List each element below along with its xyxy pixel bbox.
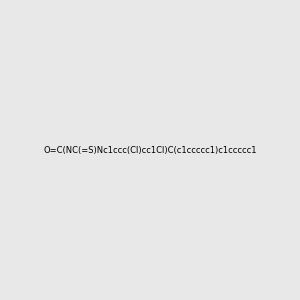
Text: O=C(NC(=S)Nc1ccc(Cl)cc1Cl)C(c1ccccc1)c1ccccc1: O=C(NC(=S)Nc1ccc(Cl)cc1Cl)C(c1ccccc1)c1c… [43,146,257,154]
